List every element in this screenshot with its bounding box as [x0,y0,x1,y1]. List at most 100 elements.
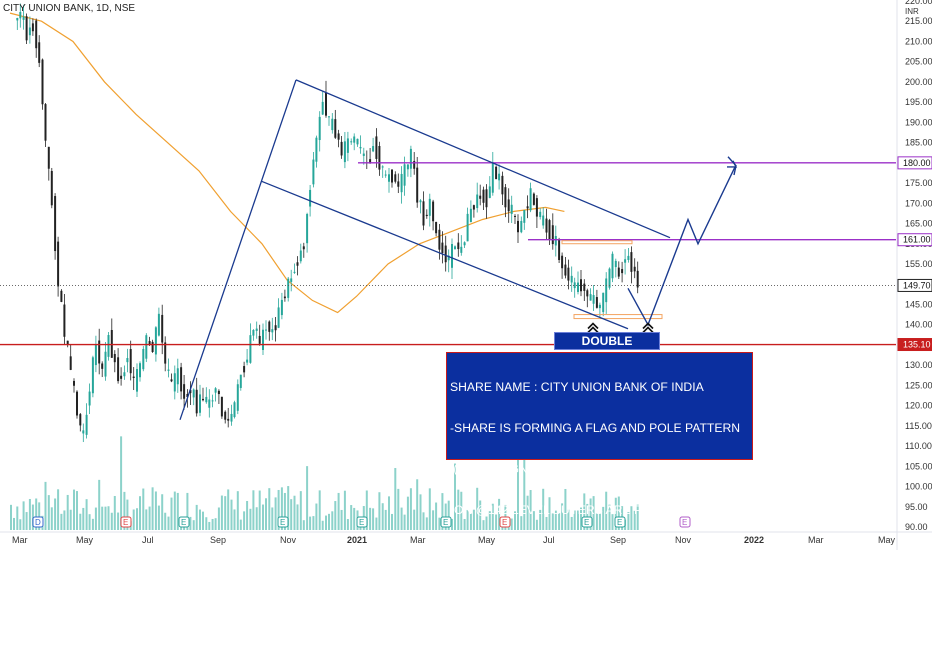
candle-body [605,278,608,303]
double-chevron-icon [642,326,654,334]
price-tag-label: 161.00 [903,235,931,245]
double-chevron-icon [587,326,599,334]
event-marker-icon [679,516,691,528]
y-tick-label: 130.00 [905,360,932,370]
y-tick-label: 185.00 [905,138,932,148]
candle-body [416,167,419,203]
candle-body [356,138,359,145]
volume-bar [479,500,482,530]
candle-body [189,389,192,394]
x-tick-label: 2022 [744,535,764,545]
candle-body [378,145,381,170]
candle-body [340,141,343,156]
candle-body [409,148,412,169]
candle-body [227,418,230,421]
volume-bar [608,504,611,530]
candle-body [302,246,305,250]
volume-bar [403,514,406,530]
volume-bar [435,502,438,530]
candle-body [422,201,425,226]
candle-body [577,282,579,292]
volume-bar [176,492,179,530]
candle-body [176,368,179,385]
volume-bar [589,498,592,530]
candle-body [580,279,582,292]
y-tick-label: 155.00 [905,259,932,269]
candle-body [595,297,598,308]
candle-body [186,393,189,398]
chart-title: CITY UNION BANK, 1D, NSE [3,3,136,14]
volume-bar [76,491,78,530]
volume-bar [372,508,375,530]
price-tag-149.70 [897,278,932,292]
candle-body [573,282,576,289]
price-tag-label: 180.00 [903,158,931,168]
candle-body [438,229,441,250]
y-tick-label: 170.00 [905,198,932,208]
candle-body [148,341,151,345]
event-marker-letter: D [35,518,41,527]
candle-body [274,325,277,331]
note-line: -SHARE IS FORMING A FLAG AND POLE PATTER… [450,420,741,435]
price-chart[interactable]: 220.00 215.00 210.00 205.00 200.00 195.00 190.… [0,0,932,550]
event-marker-icon [120,516,132,528]
candle-body [107,335,110,357]
volume-bar [173,491,176,530]
candle-body [400,173,403,193]
moving-average-line [9,12,565,314]
volume-bar [148,506,151,530]
candle-body [35,20,38,49]
volume-bar [50,507,53,530]
candle-body [542,215,545,226]
y-tick-label: 90.00 [905,522,928,532]
candle-body [381,166,384,168]
x-tick-label: Nov [675,535,692,545]
candle-body [299,250,302,262]
note-line: WE CAN TAKE A SMALL RISK WE CAN INITATE … [450,543,733,558]
y-tick-label: 100.00 [905,482,932,492]
price-tag-180.00 [897,156,932,170]
candle-body [413,160,416,169]
y-tick-label: 205.00 [905,57,932,67]
volume-bar [54,498,57,530]
candle-body [132,376,135,378]
candle-body [369,159,372,163]
candle-body [167,369,170,371]
volume-bar [353,507,356,530]
candle-body [69,356,72,370]
volume-bar [255,507,258,530]
double-bottom-zone [573,314,663,320]
candle-body [554,235,557,246]
volume-bar [460,491,463,530]
candle-body [88,391,91,406]
volume-bar [476,487,479,530]
candle-body [598,304,601,309]
note-line: (GOOD SIGN OF CONSOLIDATION) [450,461,656,476]
volume-bar [315,503,318,530]
y-tick-label: 210.00 [905,36,932,46]
volume-bar [630,506,633,530]
candle-body [290,278,293,282]
volume-bar [532,511,535,530]
candle-body [233,402,236,418]
volume-bar [287,486,290,530]
candle-body [334,119,337,138]
volume-bar [614,497,617,530]
volume-bar [520,516,523,530]
candle-body [205,396,208,403]
candle-body [321,101,324,115]
volume-bar [554,510,557,530]
y-tick-label: 115.00 [905,421,932,431]
volume-bar [463,518,466,530]
double-chevron-icon [642,322,654,330]
volume-bar [132,509,135,530]
volume-bar [66,494,69,530]
x-tick-label: Sep [210,535,226,545]
volume-bar [139,496,141,530]
volume-bar [224,496,227,530]
candle-body [312,159,315,185]
volume-bar [334,501,337,530]
candle-body [120,375,123,379]
candle-body [265,329,267,331]
candle-body [514,215,516,217]
